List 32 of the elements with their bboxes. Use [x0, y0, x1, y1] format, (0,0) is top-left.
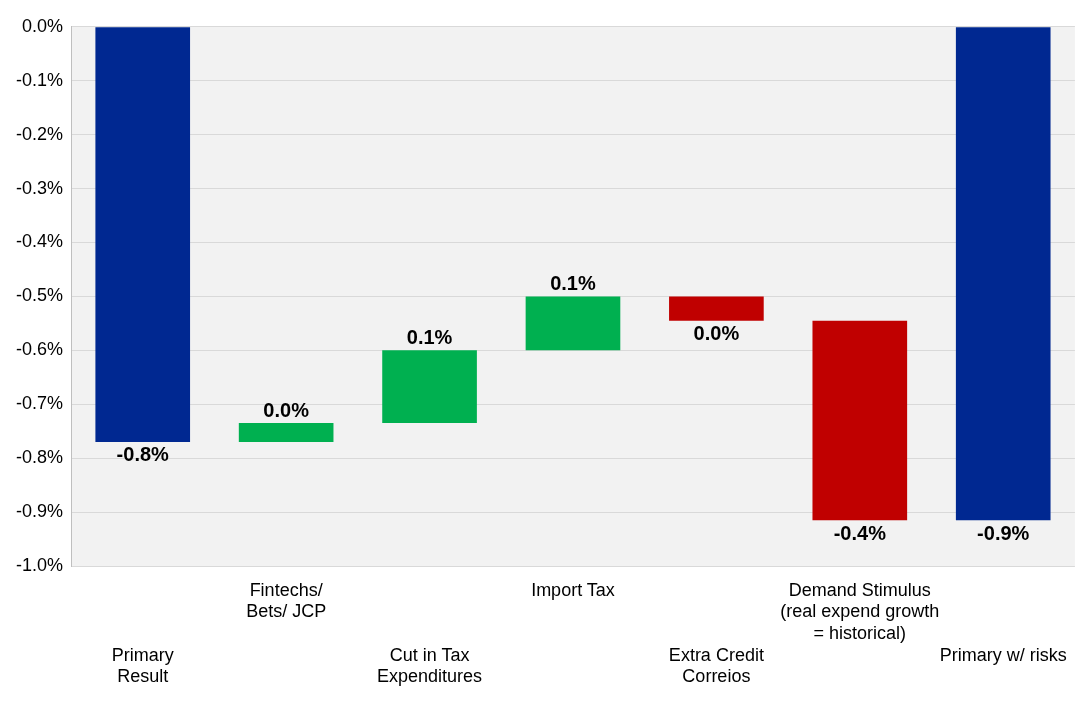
y-tick-label: -0.1% [15, 69, 64, 90]
bar [669, 296, 764, 321]
x-tick-label: Cut in Tax Expenditures [377, 644, 483, 687]
bar [382, 350, 477, 424]
bar [812, 320, 908, 521]
bar [955, 27, 1051, 521]
data-label: 0.0% [693, 322, 740, 345]
y-tick-label: -0.6% [15, 339, 64, 360]
y-tick-label: -0.3% [15, 177, 64, 198]
data-label: -0.8% [116, 443, 170, 466]
y-tick-label: -0.8% [15, 447, 64, 468]
y-tick-label: -0.7% [15, 393, 64, 414]
bar [525, 296, 621, 351]
y-tick-label: 0.0% [21, 15, 64, 36]
data-label: 0.1% [550, 271, 596, 294]
y-tick-label: -0.5% [15, 285, 64, 306]
x-tick-label: Import Tax [531, 579, 615, 600]
x-tick-label: Extra Credit Correios [668, 644, 764, 687]
x-tick-label: Primary w/ risks [939, 644, 1067, 665]
x-tick-label: Primary Result [111, 644, 174, 687]
data-label: 0.0% [263, 398, 310, 421]
y-tick-label: -0.9% [15, 501, 64, 522]
data-label: 0.1% [406, 325, 453, 348]
bar [95, 27, 191, 442]
x-tick-label: Demand Stimulus (real expend growth = historical) [780, 579, 940, 643]
x-tick-label: Fintechs/ Bets/ JCP [246, 579, 327, 622]
y-tick-label: -0.4% [15, 231, 64, 252]
data-label: -0.4% [833, 521, 887, 544]
data-label: -0.9% [977, 521, 1030, 544]
y-tick-label: -0.2% [15, 123, 64, 144]
y-tick-label: -1.0% [15, 554, 64, 575]
bar [238, 423, 334, 442]
